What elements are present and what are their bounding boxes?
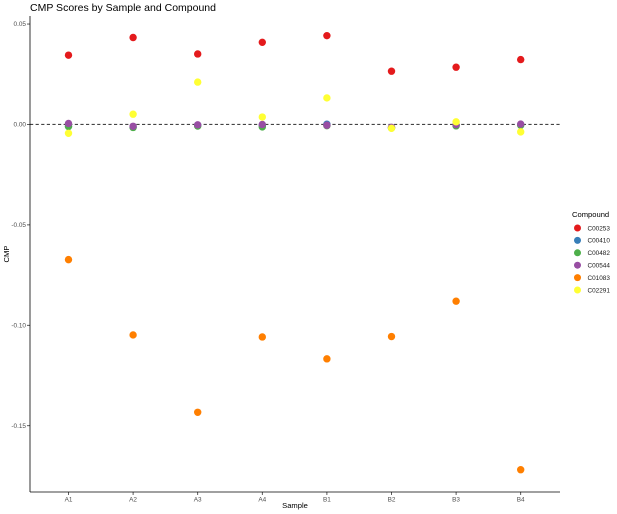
legend: Compound C00253C00410C00482C00544C01083C… <box>572 210 610 294</box>
data-point-c02291-a2 <box>129 110 137 118</box>
data-point-c00253-b2 <box>387 67 396 75</box>
data-point-c00253-b4 <box>517 55 525 64</box>
data-point-c00253-b3 <box>452 63 460 71</box>
data-point-c02291-a4 <box>258 113 266 121</box>
legend-label: C00410 <box>588 238 611 245</box>
data-point-c01083-a4 <box>258 333 266 341</box>
x-tick-label: A3 <box>194 497 202 504</box>
y-axis-ticks: 0.05 0.00 -0.05 -0.10 -0.15 <box>11 21 30 430</box>
data-point-c00253-a3 <box>194 50 202 58</box>
data-point-c00253-b1 <box>323 31 331 40</box>
data-point-c00544-a2 <box>129 122 137 130</box>
legend-items: C00253 C00410 C00482 C00544 C01083 C02291 <box>574 224 611 294</box>
x-axis-title: Sample <box>282 501 308 510</box>
x-tick-label: B1 <box>323 497 331 504</box>
data-point-c01083-a2 <box>129 331 137 339</box>
data-point-c00544-a4 <box>258 120 266 129</box>
y-tick-label: 0.00 <box>14 122 27 129</box>
legend-title: Compound <box>572 210 609 219</box>
data-point-c02291-b3 <box>452 118 460 126</box>
data-point-c00544-a3 <box>194 121 202 129</box>
data-point-c00544-b1 <box>323 121 331 129</box>
data-point-c00253-a2 <box>129 33 137 42</box>
data-point-c01083-a3 <box>194 408 202 416</box>
data-point-c01083-b4 <box>517 466 525 474</box>
data-point-c01083-a1 <box>64 255 73 264</box>
legend-label: C00482 <box>588 250 611 257</box>
y-tick-label: -0.05 <box>11 222 26 229</box>
legend-swatch <box>574 236 581 244</box>
data-point-c02291-b4 <box>517 128 525 136</box>
x-tick-label: A2 <box>129 497 137 504</box>
legend-label: C02291 <box>588 287 611 294</box>
y-axis-title: CMP <box>2 246 11 263</box>
legend-swatch <box>574 261 581 269</box>
legend-label: C01083 <box>588 275 611 282</box>
data-point-c02291-a1 <box>64 129 73 137</box>
x-tick-label: A1 <box>65 497 73 504</box>
x-tick-label: A4 <box>258 497 266 504</box>
data-point-c01083-b1 <box>323 355 331 363</box>
x-axis-ticks: A1 A2 A3 A4 B1 B2 B3 B4 <box>65 492 525 504</box>
x-tick-label: B4 <box>517 497 525 504</box>
legend-swatch <box>574 224 581 232</box>
legend-label: C00544 <box>588 263 611 270</box>
legend-swatch <box>574 286 581 294</box>
y-tick-label: 0.05 <box>14 21 27 28</box>
data-point-c00544-b4 <box>517 120 525 128</box>
data-point-c00253-a1 <box>64 51 73 59</box>
legend-swatch <box>574 249 581 257</box>
legend-swatch <box>574 274 581 282</box>
data-point-c01083-b3 <box>452 297 460 305</box>
data-point-c02291-a3 <box>194 78 202 86</box>
x-tick-label: B2 <box>388 497 396 504</box>
chart-title: CMP Scores by Sample and Compound <box>30 2 216 14</box>
data-point-c02291-b1 <box>323 94 331 102</box>
data-point-c00544-a1 <box>64 119 73 128</box>
y-tick-label: -0.10 <box>11 322 26 329</box>
data-point-c01083-b2 <box>387 332 396 341</box>
x-tick-label: B3 <box>452 497 460 504</box>
data-points <box>64 31 525 474</box>
data-point-c02291-b2 <box>387 124 396 132</box>
legend-label: C00253 <box>588 225 611 232</box>
data-point-c00253-a4 <box>258 38 266 47</box>
y-tick-label: -0.15 <box>11 423 26 430</box>
